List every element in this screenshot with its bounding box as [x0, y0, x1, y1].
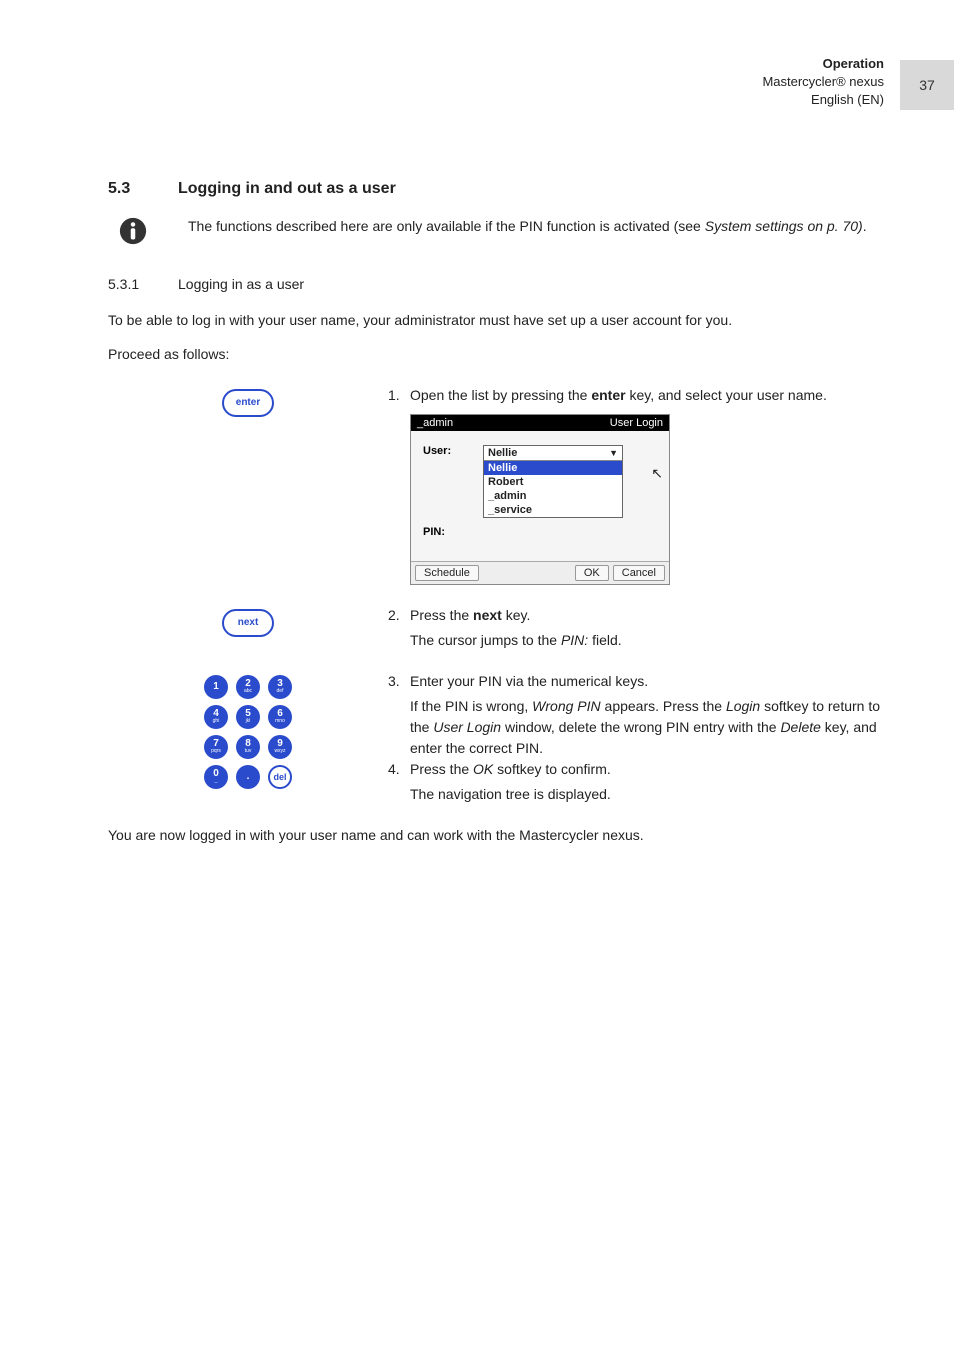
step-2-graphic: next: [108, 605, 388, 651]
key-6: 6mno: [268, 705, 292, 729]
dropdown-arrow-icon: ▼: [609, 448, 618, 458]
info-text-c: .: [863, 218, 867, 234]
login-screenshot: _admin User Login User: Nellie ▼ Nellie: [410, 414, 670, 585]
step-1-text: 1. Open the list by pressing the enter k…: [388, 385, 884, 585]
user-opt-3[interactable]: _service: [484, 503, 622, 517]
screenshot-titlebar: _admin User Login: [411, 415, 669, 431]
info-text: The functions described here are only av…: [188, 216, 884, 236]
section-heading: 5.3 Logging in and out as a user: [108, 180, 884, 198]
numeric-keypad: 1 2abc 3def 4ghi 5jkl 6mno 7pqrs 8tuv 9w…: [204, 675, 292, 795]
info-icon: [118, 216, 148, 246]
key-del: del: [268, 765, 292, 789]
step2-b: key.: [502, 607, 531, 623]
key-4: 4ghi: [204, 705, 228, 729]
s3d: Login: [726, 698, 760, 714]
key-9: 9wxyz: [268, 735, 292, 759]
header-product: Mastercycler® nexus: [762, 73, 884, 91]
step-1: enter 1. Open the list by pressing the e…: [108, 385, 884, 585]
step-1-num: 1.: [388, 385, 410, 406]
screenshot-body: User: Nellie ▼ Nellie Robert _admin _ser…: [411, 431, 669, 561]
enter-key-icon: enter: [222, 389, 274, 417]
page-header: Operation Mastercycler® nexus English (E…: [762, 55, 884, 110]
key-8: 8tuv: [236, 735, 260, 759]
step-3-4: 1 2abc 3def 4ghi 5jkl 6mno 7pqrs 8tuv 9w…: [108, 671, 884, 805]
header-lang: English (EN): [762, 91, 884, 109]
subsection-number: 5.3.1: [108, 276, 178, 292]
user-label: User:: [423, 445, 483, 457]
step2-sub-b: PIN:: [561, 632, 588, 648]
s4a: Press the: [410, 761, 473, 777]
info-note: The functions described here are only av…: [108, 216, 884, 246]
s3h: Delete: [780, 719, 820, 735]
s3b: Wrong PIN: [532, 698, 600, 714]
cursor-icon: ↖: [651, 465, 663, 482]
step-4-num: 4.: [388, 759, 410, 780]
key-5: 5jkl: [236, 705, 260, 729]
key-0: 0_: [204, 765, 228, 789]
keypad-graphic: 1 2abc 3def 4ghi 5jkl 6mno 7pqrs 8tuv 9w…: [108, 671, 388, 805]
key-3: 3def: [268, 675, 292, 699]
step-2-text: 2. Press the next key. The cursor jumps …: [388, 605, 884, 651]
step4-sub: The navigation tree is displayed.: [410, 784, 884, 805]
screenshot-footer: Schedule OK Cancel: [411, 561, 669, 584]
step1-a: Open the list by pressing the: [410, 387, 591, 403]
s4c: softkey to confirm.: [493, 761, 610, 777]
s3g: window, delete the wrong PIN entry with …: [501, 719, 780, 735]
cancel-button[interactable]: Cancel: [613, 565, 665, 581]
key-dot: .: [236, 765, 260, 789]
paragraph-2: Proceed as follows:: [108, 344, 884, 364]
section-title: Logging in and out as a user: [178, 180, 396, 198]
step1-b: key, and select your user name.: [626, 387, 827, 403]
subsection-title: Logging in as a user: [178, 276, 304, 292]
step2-key: next: [473, 607, 502, 623]
pin-label: PIN:: [423, 526, 483, 538]
step-3-4-text: 3. Enter your PIN via the numerical keys…: [388, 671, 884, 805]
step2-a: Press the: [410, 607, 473, 623]
user-opt-2[interactable]: _admin: [484, 489, 622, 503]
step-1-graphic: enter: [108, 385, 388, 585]
user-opt-1[interactable]: Robert: [484, 475, 622, 489]
next-key-icon: next: [222, 609, 274, 637]
user-opt-0[interactable]: Nellie: [484, 461, 622, 475]
ok-button[interactable]: OK: [575, 565, 609, 581]
paragraph-1: To be able to log in with your user name…: [108, 310, 884, 330]
step2-sub-a: The cursor jumps to the: [410, 632, 561, 648]
key-7: 7pqrs: [204, 735, 228, 759]
page-number: 37: [900, 60, 954, 110]
closing-paragraph: You are now logged in with your user nam…: [108, 825, 884, 845]
step3-line1: Enter your PIN via the numerical keys.: [410, 673, 648, 689]
step-2: next 2. Press the next key. The cursor j…: [108, 605, 884, 651]
schedule-button[interactable]: Schedule: [415, 565, 479, 581]
s3a: If the PIN is wrong,: [410, 698, 532, 714]
user-selected: Nellie: [488, 447, 517, 459]
key-1: 1: [204, 675, 228, 699]
key-2: 2abc: [236, 675, 260, 699]
user-options: Nellie Robert _admin _service: [484, 460, 622, 517]
section-number: 5.3: [108, 180, 178, 198]
info-text-b: System settings on p. 70): [705, 218, 863, 234]
step2-sub-c: field.: [588, 632, 621, 648]
s3f: User Login: [433, 719, 501, 735]
subsection-heading: 5.3.1 Logging in as a user: [108, 276, 884, 292]
s4b: OK: [473, 761, 493, 777]
content: 5.3 Logging in and out as a user The fun…: [108, 180, 884, 859]
step1-key: enter: [591, 387, 625, 403]
s3c: appears. Press the: [601, 698, 726, 714]
titlebar-right: User Login: [610, 417, 663, 429]
header-section: Operation: [762, 55, 884, 73]
step-3-num: 3.: [388, 671, 410, 692]
step-2-num: 2.: [388, 605, 410, 626]
titlebar-left: _admin: [417, 417, 453, 429]
info-text-a: The functions described here are only av…: [188, 218, 705, 234]
user-dropdown[interactable]: Nellie ▼ Nellie Robert _admin _service: [483, 445, 623, 518]
